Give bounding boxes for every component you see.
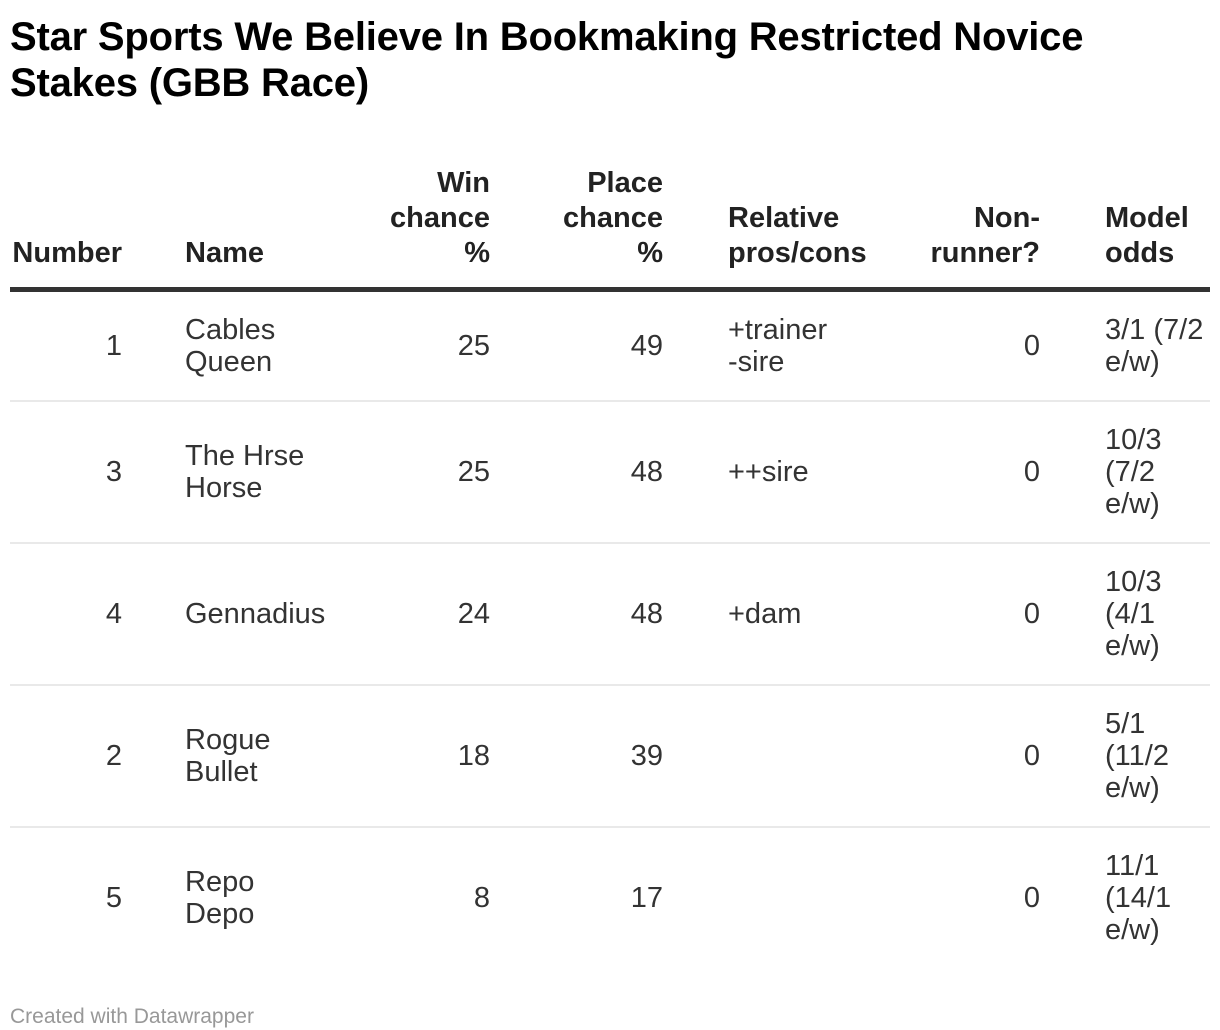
cell-non-runner: 0 [858, 826, 1040, 968]
col-header-model-odds: Model odds [1040, 166, 1210, 292]
cell-name: Cables Queen [185, 314, 276, 378]
cell-number: 2 [10, 684, 122, 827]
col-header-number: Number [10, 166, 122, 292]
cell-pros-cons: +dam [663, 542, 858, 685]
cell-model-odds: 11/1 (14/1 e/w) [1040, 826, 1210, 968]
cell-name: Repo Depo [122, 826, 362, 968]
table-row: 2 Rogue Bullet 18 39 0 5/1 (11/2 e/w) [10, 684, 1210, 827]
cell-place-chance: 48 [490, 542, 663, 685]
cell-name: Gennadius [122, 542, 362, 685]
table-row: 4 Gennadius 24 48 +dam 0 10/3 (4/1 e/w) [10, 542, 1210, 685]
cell-place-chance: 48 [490, 400, 663, 543]
header-row: Number Name Win chance % Place chance % … [10, 166, 1210, 292]
cell-name: The Hrse Horse [122, 400, 362, 543]
cell-model-odds: 3/1 (7/2 e/w) [1105, 314, 1204, 378]
race-table: Number Name Win chance % Place chance % … [10, 166, 1210, 968]
cell-model-odds: 5/1 (11/2 e/w) [1040, 684, 1210, 827]
table-row: 3 The Hrse Horse 25 48 ++sire 0 10/3 (7/… [10, 400, 1210, 543]
cell-win-chance: 24 [362, 542, 490, 685]
cell-number: 4 [10, 542, 122, 685]
col-header-pros-cons: Relative pros/cons [663, 166, 867, 292]
cell-place-chance: 17 [490, 826, 663, 968]
datawrapper-attribution: Created with Datawrapper [10, 1005, 254, 1028]
cell-pros-cons: +trainer -sire [728, 314, 828, 378]
cell-model-odds: 10/3 (7/2 e/w) [1040, 400, 1210, 543]
cell-non-runner: 0 [1023, 330, 1040, 362]
cell-name: Rogue Bullet [122, 684, 362, 827]
cell-number: 3 [10, 400, 122, 543]
cell-win-chance: 25 [362, 400, 490, 543]
col-header-win-chance: Win chance % [362, 166, 490, 292]
table-body: 1 Cables Queen 25 49 +trainer -sire 0 3/… [10, 290, 1210, 968]
cell-win-chance: 8 [362, 826, 490, 968]
cell-place-chance: 49 [630, 330, 663, 362]
cell-pros-cons [663, 826, 858, 968]
col-header-place-chance: Place chance % [490, 166, 663, 292]
cell-win-chance: 18 [362, 684, 490, 827]
cell-number: 1 [105, 330, 122, 362]
cell-place-chance: 39 [490, 684, 663, 827]
table-header: Number Name Win chance % Place chance % … [10, 166, 1210, 292]
cell-non-runner: 0 [858, 542, 1040, 685]
chart-title: Star Sports We Believe In Bookmaking Res… [10, 15, 1084, 105]
cell-non-runner: 0 [858, 684, 1040, 827]
cell-model-odds: 10/3 (4/1 e/w) [1040, 542, 1210, 685]
cell-non-runner: 0 [858, 400, 1040, 543]
col-header-non-runner: Non- runner? [858, 166, 1040, 292]
cell-number: 5 [10, 826, 122, 968]
table-row: 1 Cables Queen 25 49 +trainer -sire 0 3/… [10, 290, 1210, 402]
cell-win-chance: 25 [457, 330, 490, 362]
cell-pros-cons [663, 684, 858, 827]
cell-pros-cons: ++sire [663, 400, 858, 543]
col-header-name: Name [122, 166, 362, 292]
table-row: 5 Repo Depo 8 17 0 11/1 (14/1 e/w) [10, 826, 1210, 968]
